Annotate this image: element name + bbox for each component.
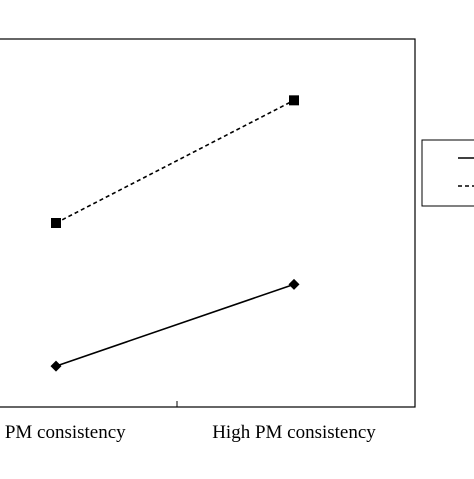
series-line-solid: [55, 283, 295, 367]
x-tick-label-low: w PM consistency: [0, 422, 126, 443]
data-point-square-0: [51, 218, 61, 228]
series-group: [50, 95, 300, 372]
legend: [421, 139, 474, 207]
legend-box: [421, 139, 474, 207]
data-point-diamond-0: [50, 360, 62, 372]
data-point-square-1: [289, 95, 299, 106]
data-point-diamond-1: [288, 278, 300, 290]
series-line-dashed: [55, 99, 295, 224]
x-tick-label-high: High PM consistency: [212, 422, 376, 443]
plot-frame: [0, 38, 416, 408]
